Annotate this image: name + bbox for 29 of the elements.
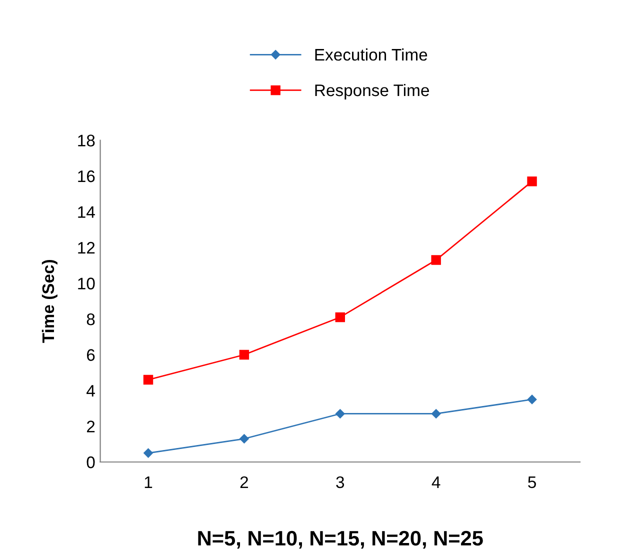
point	[240, 434, 249, 444]
x-tick-label: 2	[240, 476, 248, 488]
y-tick-label: 4	[86, 385, 95, 397]
point	[431, 255, 441, 265]
x-axis-title: N=5, N=10, N=15, N=20, N=25	[198, 530, 483, 549]
point	[527, 394, 537, 404]
legend-label: Execution Time	[315, 48, 428, 61]
x-tick-label: 5	[528, 476, 536, 488]
legend-label: Response Time	[315, 84, 429, 100]
y-tick-label: 2	[86, 420, 95, 432]
x-tick-label: 1	[144, 476, 152, 488]
y-tick-label: 8	[86, 313, 95, 326]
point	[144, 448, 153, 458]
x-tick-label: 3	[336, 476, 344, 488]
point	[143, 374, 154, 385]
y-tick-label: 12	[78, 242, 95, 254]
point	[335, 312, 345, 322]
point	[336, 409, 345, 418]
y-tick-label: 14	[78, 206, 95, 218]
x-tick-label: 4	[432, 476, 440, 488]
y-tick-label: 10	[78, 278, 95, 290]
y-tick-label: 6	[86, 349, 95, 361]
y-tick-label: 0	[86, 456, 95, 468]
point	[527, 176, 537, 186]
y-tick-label: 18	[78, 134, 95, 146]
y-axis-title: Time (Sec)	[42, 260, 58, 343]
point	[431, 409, 441, 418]
point	[239, 350, 250, 360]
y-tick-label: 16	[78, 170, 95, 182]
